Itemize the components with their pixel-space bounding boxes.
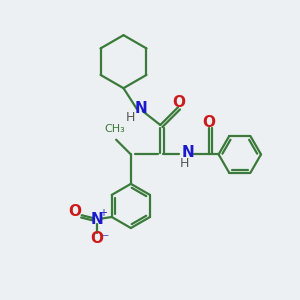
Text: H: H: [180, 157, 189, 170]
Text: O: O: [69, 204, 82, 219]
Text: N: N: [134, 101, 147, 116]
Text: O: O: [91, 231, 103, 246]
Text: O: O: [172, 94, 185, 110]
Text: H: H: [126, 110, 135, 124]
Text: ⁻: ⁻: [102, 232, 109, 246]
Text: CH₃: CH₃: [104, 124, 125, 134]
Text: N: N: [181, 146, 194, 160]
Text: N: N: [91, 212, 103, 227]
Text: +: +: [100, 208, 107, 218]
Text: O: O: [202, 115, 215, 130]
